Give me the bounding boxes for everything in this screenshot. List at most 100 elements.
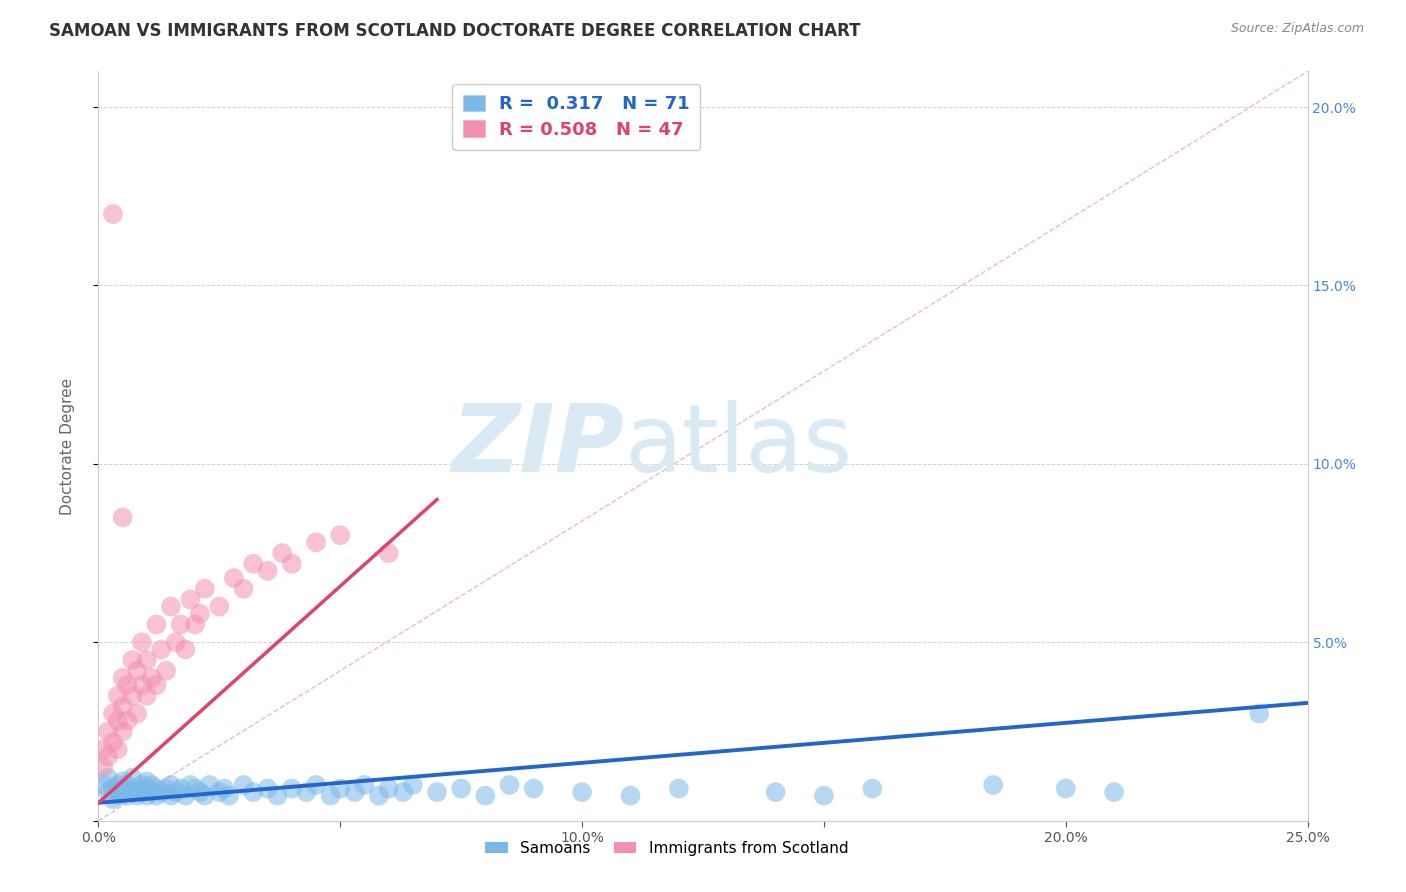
Point bbox=[329, 528, 352, 542]
Point bbox=[256, 781, 278, 796]
Point bbox=[1102, 785, 1125, 799]
Point bbox=[1249, 706, 1271, 721]
Point bbox=[107, 689, 129, 703]
Y-axis label: Doctorate Degree: Doctorate Degree bbox=[60, 377, 75, 515]
Point bbox=[121, 785, 143, 799]
Point bbox=[107, 785, 129, 799]
Point bbox=[765, 785, 787, 799]
Point bbox=[145, 781, 167, 796]
Point bbox=[131, 778, 153, 792]
Point bbox=[135, 789, 157, 803]
Point bbox=[107, 789, 129, 803]
Point bbox=[377, 781, 399, 796]
Point bbox=[101, 792, 124, 806]
Point bbox=[97, 785, 120, 799]
Point bbox=[135, 653, 157, 667]
Point bbox=[194, 582, 217, 596]
Point bbox=[97, 749, 120, 764]
Legend: Samoans, Immigrants from Scotland: Samoans, Immigrants from Scotland bbox=[479, 835, 855, 862]
Text: SAMOAN VS IMMIGRANTS FROM SCOTLAND DOCTORATE DEGREE CORRELATION CHART: SAMOAN VS IMMIGRANTS FROM SCOTLAND DOCTO… bbox=[49, 22, 860, 40]
Point bbox=[184, 617, 207, 632]
Point bbox=[127, 781, 149, 796]
Point bbox=[111, 774, 134, 789]
Point bbox=[450, 781, 472, 796]
Point bbox=[222, 571, 245, 585]
Point bbox=[198, 778, 221, 792]
Point bbox=[305, 535, 328, 549]
Point bbox=[101, 706, 124, 721]
Point bbox=[208, 785, 231, 799]
Point bbox=[101, 207, 124, 221]
Point bbox=[281, 557, 304, 571]
Point bbox=[131, 635, 153, 649]
Point bbox=[107, 778, 129, 792]
Point bbox=[111, 699, 134, 714]
Point bbox=[91, 742, 114, 756]
Point bbox=[571, 785, 593, 799]
Point bbox=[141, 785, 163, 799]
Text: atlas: atlas bbox=[624, 400, 852, 492]
Point bbox=[160, 778, 183, 792]
Point bbox=[150, 785, 173, 799]
Point bbox=[218, 789, 240, 803]
Point bbox=[165, 635, 187, 649]
Point bbox=[117, 714, 139, 728]
Point bbox=[111, 781, 134, 796]
Point bbox=[160, 599, 183, 614]
Point bbox=[155, 781, 177, 796]
Point bbox=[329, 781, 352, 796]
Point bbox=[392, 785, 415, 799]
Point bbox=[169, 781, 191, 796]
Point bbox=[141, 671, 163, 685]
Point bbox=[281, 781, 304, 796]
Point bbox=[212, 781, 235, 796]
Point bbox=[111, 671, 134, 685]
Point bbox=[232, 582, 254, 596]
Text: Source: ZipAtlas.com: Source: ZipAtlas.com bbox=[1230, 22, 1364, 36]
Point bbox=[256, 564, 278, 578]
Point bbox=[377, 546, 399, 560]
Text: ZIP: ZIP bbox=[451, 400, 624, 492]
Point bbox=[668, 781, 690, 796]
Point bbox=[97, 771, 120, 785]
Point bbox=[127, 664, 149, 678]
Point bbox=[208, 599, 231, 614]
Point bbox=[141, 778, 163, 792]
Point bbox=[127, 706, 149, 721]
Point bbox=[135, 689, 157, 703]
Point bbox=[155, 664, 177, 678]
Point bbox=[127, 789, 149, 803]
Point bbox=[101, 735, 124, 749]
Point bbox=[145, 789, 167, 803]
Point bbox=[981, 778, 1004, 792]
Point bbox=[111, 510, 134, 524]
Point bbox=[169, 617, 191, 632]
Point bbox=[295, 785, 318, 799]
Point bbox=[353, 778, 375, 792]
Point bbox=[194, 789, 217, 803]
Point bbox=[107, 714, 129, 728]
Point bbox=[135, 781, 157, 796]
Point bbox=[242, 557, 264, 571]
Point bbox=[188, 785, 211, 799]
Point bbox=[402, 778, 425, 792]
Point bbox=[117, 778, 139, 792]
Point bbox=[121, 653, 143, 667]
Point bbox=[319, 789, 342, 803]
Point bbox=[426, 785, 449, 799]
Point bbox=[232, 778, 254, 792]
Point bbox=[150, 642, 173, 657]
Point bbox=[121, 689, 143, 703]
Point bbox=[271, 546, 294, 560]
Point bbox=[121, 771, 143, 785]
Point bbox=[97, 724, 120, 739]
Point bbox=[179, 778, 201, 792]
Point bbox=[131, 785, 153, 799]
Point bbox=[145, 678, 167, 692]
Point bbox=[1054, 781, 1077, 796]
Point bbox=[305, 778, 328, 792]
Point bbox=[111, 785, 134, 799]
Point bbox=[174, 642, 197, 657]
Point bbox=[131, 678, 153, 692]
Point bbox=[91, 760, 114, 774]
